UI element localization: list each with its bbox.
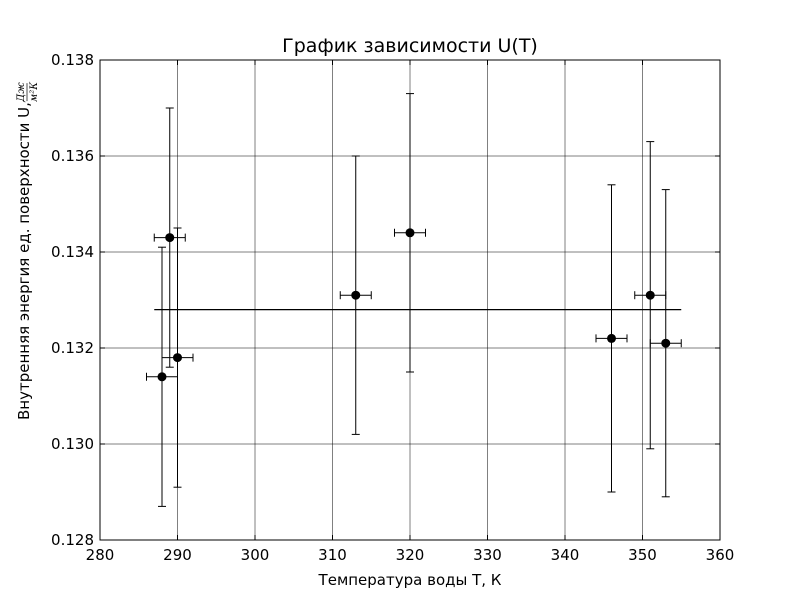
y-tick-label: 0.132 [51,339,94,357]
data-point [165,233,175,243]
y-tick-label: 0.136 [51,147,94,165]
x-tick-label: 340 [551,546,580,564]
data-point [157,372,167,382]
x-tick-label: 360 [706,546,735,564]
x-axis-label: Температура воды T, К [318,571,502,589]
x-tick-label: 300 [241,546,270,564]
x-tick-label: 310 [318,546,347,564]
y-tick-label: 0.130 [51,435,94,453]
y-axis-unit: Дж м²К [16,82,40,103]
y-axis-label: Внутренняя энергия ед. поверхности U, [15,102,33,420]
data-points [157,228,671,382]
y-axis-unit-numerator: Дж [16,82,27,103]
x-tick-labels: 280 290 300 310 320 330 340 350 360 [86,546,735,564]
y-tick-labels: 0.128 0.130 0.132 0.134 0.136 0.138 [51,51,94,549]
x-tick-label: 350 [628,546,657,564]
x-tick-label: 320 [396,546,425,564]
data-point [405,228,415,238]
y-axis-label-group: Внутренняя энергия ед. поверхности U, Дж… [15,82,40,420]
y-axis-unit-denominator: м²К [29,82,40,102]
y-tick-label: 0.128 [51,531,94,549]
data-point [173,353,182,363]
data-point [351,290,361,300]
chart-title: График зависимости U(T) [282,35,538,57]
x-tick-label: 290 [163,546,192,564]
axis-ticks [99,59,721,541]
data-point [645,290,655,300]
y-tick-label: 0.138 [51,51,94,69]
data-point [661,338,671,348]
x-tick-label: 280 [86,546,115,564]
data-point [607,333,616,343]
x-tick-label: 330 [473,546,502,564]
y-tick-label: 0.134 [51,243,94,261]
